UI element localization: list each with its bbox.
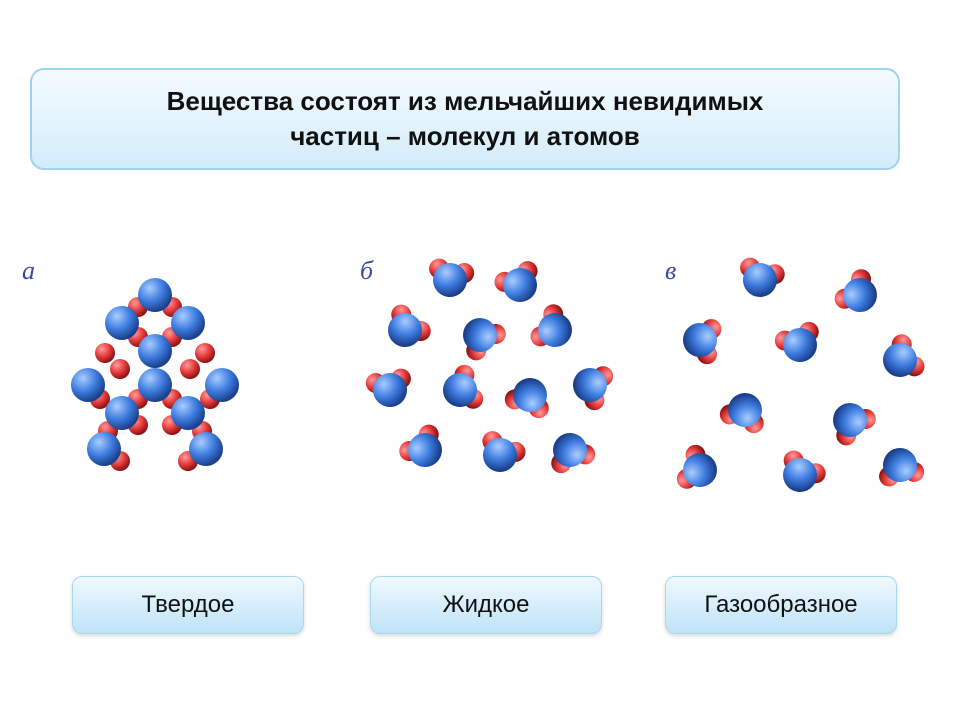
label-liquid: Жидкое xyxy=(370,576,602,634)
label-gas: Газообразное xyxy=(665,576,897,634)
diagram-area xyxy=(0,230,960,570)
liquid-diagram xyxy=(360,250,660,550)
solid-diagram xyxy=(60,265,360,565)
title-box: Вещества состоят из мельчайших невидимых… xyxy=(30,68,900,170)
label-solid: Твердое xyxy=(72,576,304,634)
gas-diagram xyxy=(650,250,950,550)
title-line2: частиц – молекул и атомов xyxy=(290,121,640,151)
stage: Вещества состоят из мельчайших невидимых… xyxy=(0,0,960,720)
title-line1: Вещества состоят из мельчайших невидимых xyxy=(167,86,764,116)
